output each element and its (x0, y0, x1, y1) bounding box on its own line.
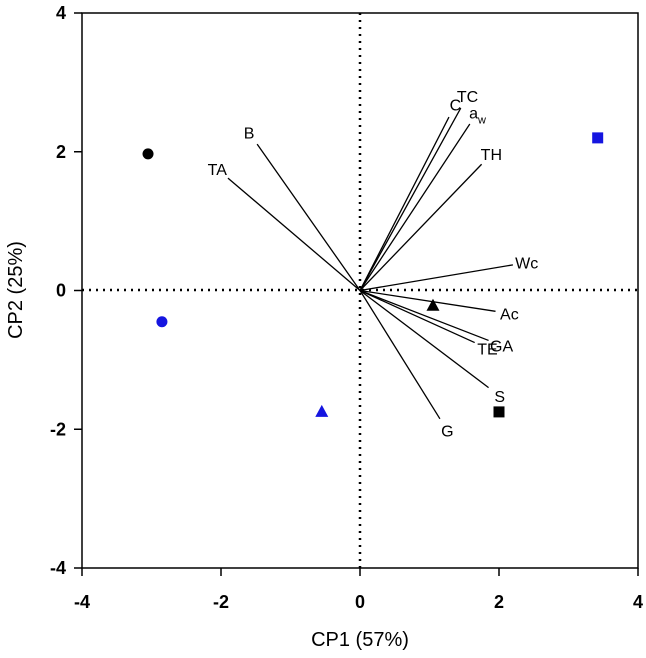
x-tick-label: 2 (494, 592, 504, 612)
vector-label: B (244, 126, 255, 143)
blue-square-point (592, 132, 604, 144)
vector-label: G (441, 424, 453, 441)
y-axis-title: CP2 (25%) (5, 241, 27, 339)
x-tick-label: 4 (633, 592, 643, 612)
vector-line (359, 107, 462, 291)
vector-line (359, 116, 450, 291)
x-tick-label: -4 (74, 592, 90, 612)
vector-line (359, 289, 475, 344)
y-tick-label: 2 (56, 142, 66, 162)
blue-triangle-point (315, 404, 329, 417)
vector-label: TH (481, 147, 502, 164)
x-tick-label: -2 (213, 592, 229, 612)
vector-line (359, 123, 471, 291)
vector-label: S (494, 389, 505, 406)
vector-line (359, 289, 489, 342)
vector-label: Wc (515, 256, 538, 273)
black-square-point (493, 406, 505, 418)
vector-line (256, 143, 361, 291)
vector-label: TE (477, 341, 497, 358)
vector-line (359, 264, 514, 292)
vector-line (359, 163, 483, 291)
y-tick-label: -4 (50, 558, 66, 578)
y-tick-label: 4 (56, 3, 66, 23)
black-circle-point (142, 148, 154, 160)
black-triangle-point (426, 298, 440, 311)
vector-line (359, 290, 441, 420)
x-tick-label: 0 (355, 592, 365, 612)
vector-line (359, 289, 489, 389)
vector-label: TC (457, 89, 478, 106)
vector-label: GA (490, 339, 513, 356)
vector-label: aw (469, 105, 486, 126)
blue-circle-point (156, 316, 168, 328)
vector-label: TA (208, 162, 228, 179)
vector-line (227, 177, 361, 291)
y-tick-label: -2 (50, 419, 66, 439)
y-tick-label: 0 (56, 281, 66, 301)
vector-label-subscript: w (477, 114, 486, 126)
vector-line (359, 289, 496, 312)
vector-label: Ac (500, 306, 519, 323)
x-axis-title: CP1 (57%) (311, 629, 409, 651)
vector-label: C (450, 98, 462, 115)
score-points (142, 132, 604, 418)
axis-ticks: -4 -2 0 2 4 -4 -2 0 2 4 (50, 3, 643, 612)
